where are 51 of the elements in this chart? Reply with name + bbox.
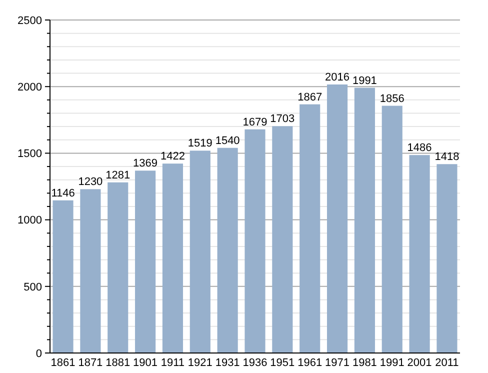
bar [436, 164, 458, 353]
x-tick-label: 1911 [160, 357, 185, 369]
data-label: 1422 [160, 150, 185, 163]
x-tick-label: 1981 [352, 357, 377, 369]
data-label: 1519 [188, 138, 212, 150]
data-label: 1679 [242, 116, 268, 128]
bar [217, 148, 238, 353]
data-label: 1867 [298, 91, 322, 104]
data-label: 1281 [106, 169, 130, 182]
data-label: 1856 [380, 92, 404, 105]
y-tick-label: 2000 [18, 81, 42, 94]
x-tick-label: 1901 [133, 357, 158, 369]
x-tick-label: 2011 [435, 357, 459, 369]
x-tick-label: 1871 [78, 357, 103, 369]
bar [409, 155, 430, 353]
bar [162, 164, 184, 353]
bar [326, 84, 348, 353]
bar [244, 129, 266, 353]
data-label: 1146 [51, 187, 75, 200]
data-label: 1486 [407, 142, 432, 154]
y-tick-label: 2500 [18, 14, 42, 27]
data-label: 1703 [270, 113, 295, 126]
x-tick-label: 1931 [215, 357, 240, 369]
bar [190, 150, 210, 353]
bar [382, 106, 402, 353]
bar [52, 200, 74, 353]
bar [300, 104, 320, 353]
y-tick-label: 0 [36, 348, 42, 360]
bar [80, 189, 101, 353]
x-tick-label: 1991 [380, 357, 404, 369]
x-tick-label: 2001 [407, 357, 432, 369]
data-label: 1540 [215, 134, 240, 147]
x-tick-label: 1971 [325, 357, 350, 369]
x-tick-label: 1921 [188, 357, 212, 369]
x-tick-label: 1936 [242, 357, 268, 369]
bar [272, 126, 293, 353]
bar [135, 170, 156, 353]
y-tick-label: 1500 [18, 148, 42, 160]
y-tick-label: 500 [24, 281, 42, 294]
x-tick-label: 1861 [50, 357, 76, 369]
data-label: 2016 [325, 71, 350, 84]
data-label: 1991 [352, 74, 377, 87]
bar [354, 88, 375, 353]
x-tick-label: 1881 [106, 357, 130, 369]
x-tick-label: 1951 [270, 357, 295, 369]
bar [108, 182, 128, 353]
data-label: 1418 [434, 151, 460, 164]
data-label: 1230 [78, 176, 103, 188]
data-label: 1369 [133, 158, 158, 170]
x-tick-label: 1961 [298, 357, 322, 369]
y-tick-label: 1000 [18, 214, 42, 227]
